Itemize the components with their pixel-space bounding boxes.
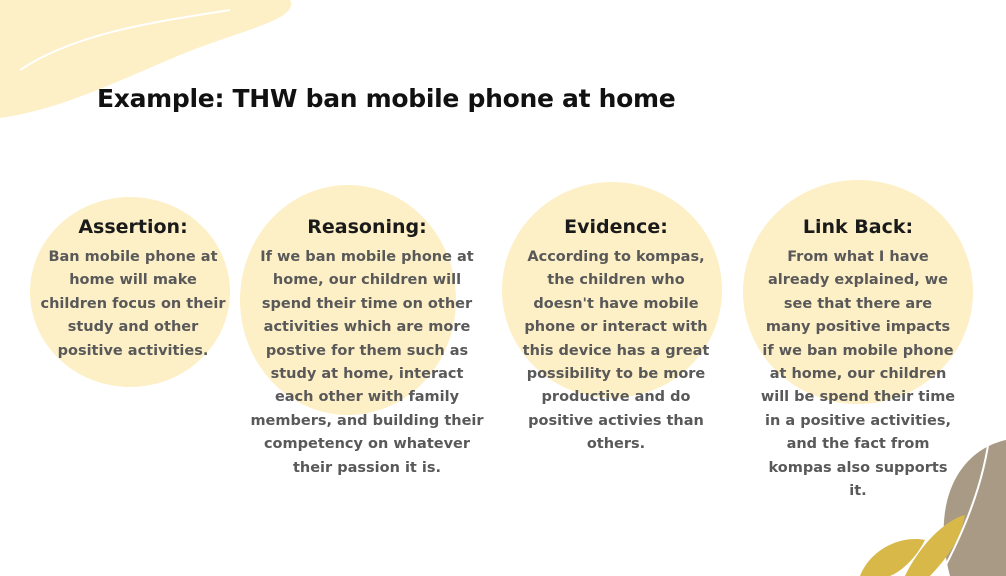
- heading: Assertion:: [35, 216, 231, 238]
- title: Example: THW ban mobile phone at home: [97, 84, 675, 113]
- heading: Link Back:: [760, 216, 956, 238]
- column: Reasoning: If we ban mobile phone at hom…: [250, 216, 484, 480]
- body: From what I have already explained, we s…: [760, 246, 956, 503]
- heading: Evidence:: [515, 216, 717, 238]
- body: If we ban mobile phone at home, our chil…: [250, 246, 484, 480]
- column: Evidence: According to kompas, the child…: [515, 216, 717, 457]
- column: Link Back: From what I have already expl…: [760, 216, 956, 503]
- body: According to kompas, the children who do…: [515, 246, 717, 457]
- heading: Reasoning:: [250, 216, 484, 238]
- body: Ban mobile phone at home will make child…: [35, 246, 231, 363]
- slide: Example: THW ban mobile phone at home As…: [0, 0, 1006, 576]
- column: Assertion: Ban mobile phone at home will…: [35, 216, 231, 363]
